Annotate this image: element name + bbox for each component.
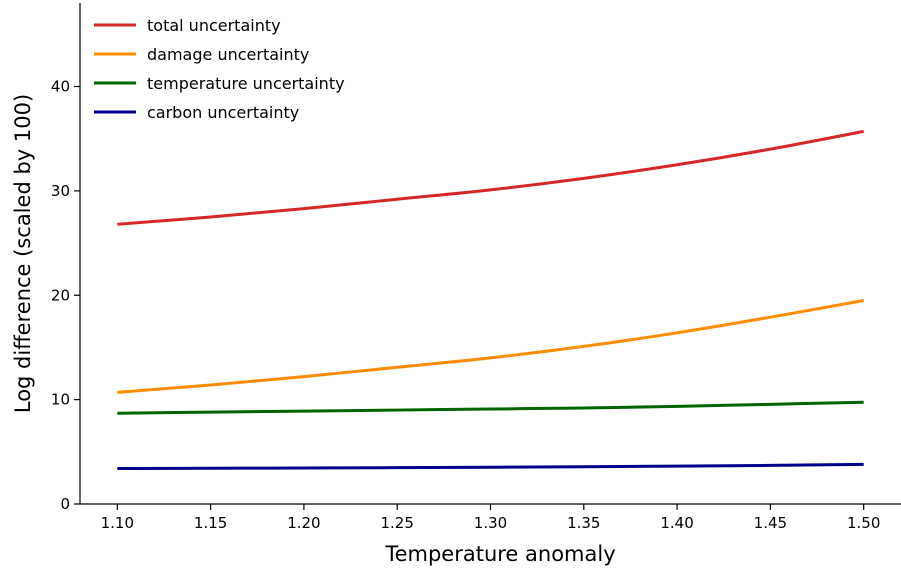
axes: 1.10 1.15 1.20 1.25 1.30 1.35 1.40 1.45 1.50 0 10 2… (51, 3, 901, 532)
legend-label: carbon uncertainty (147, 103, 299, 122)
x-tick-label: 1.15 (194, 514, 227, 532)
x-tick-label: 1.30 (474, 514, 507, 532)
x-tick-label: 1.50 (847, 514, 880, 532)
legend-label: damage uncertainty (147, 45, 309, 64)
series-line-damage-uncertainty (117, 298, 864, 394)
y-axis-title: Log difference (scaled by 100) (11, 94, 35, 413)
x-tick-label: 1.10 (101, 514, 134, 532)
legend-label: total uncertainty (147, 16, 281, 35)
legend: total uncertainty damage uncertainty tempe… (94, 16, 345, 122)
series-line-total-uncertainty (117, 129, 864, 226)
y-tick-label: 0 (60, 495, 70, 513)
x-tick-label: 1.45 (754, 514, 787, 532)
x-tick-label: 1.40 (660, 514, 693, 532)
y-tick-label: 20 (51, 286, 70, 304)
y-tick-label: 10 (51, 391, 70, 409)
legend-label: temperature uncertainty (147, 74, 345, 93)
x-axis-title: Temperature anomaly (384, 542, 615, 566)
x-tick-label: 1.25 (381, 514, 414, 532)
series-line-carbon-uncertainty (117, 462, 864, 471)
y-tick-label: 30 (51, 182, 70, 200)
y-tick-label: 40 (51, 78, 70, 96)
series-line-temperature-uncertainty (117, 400, 864, 415)
series-layer (117, 129, 864, 471)
x-tick-label: 1.35 (567, 514, 600, 532)
x-tick-label: 1.20 (287, 514, 320, 532)
